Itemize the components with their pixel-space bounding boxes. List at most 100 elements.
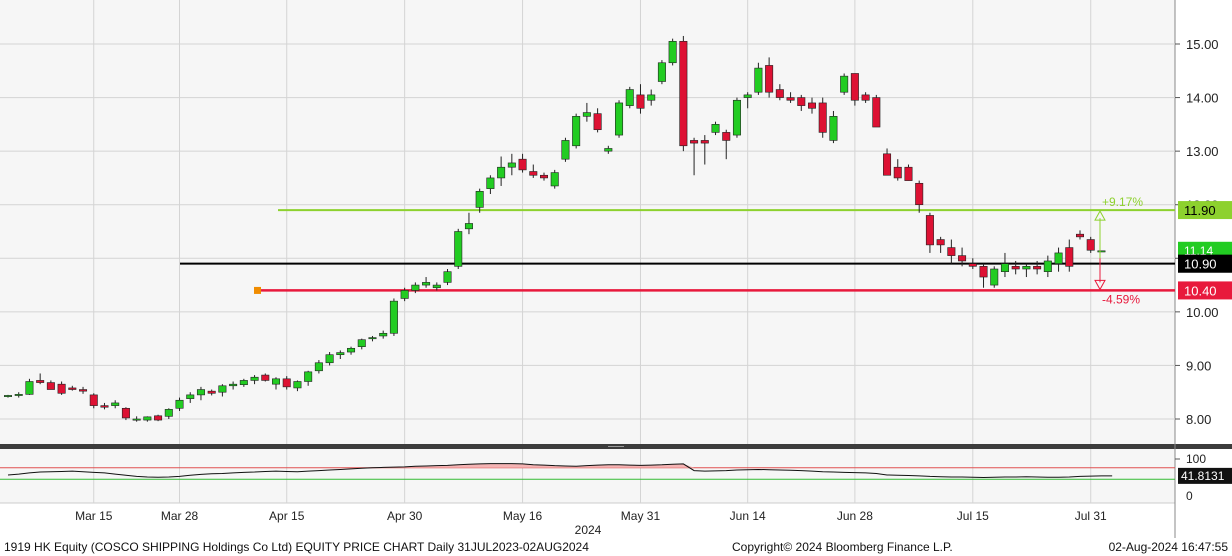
candle-up <box>239 380 248 386</box>
candle-down <box>593 113 602 131</box>
candle-up <box>486 177 495 189</box>
candle-down <box>207 390 216 394</box>
footer: 1919 HK Equity (COSCO SHIPPING Holdings … <box>0 538 1232 556</box>
candle-up <box>271 378 280 385</box>
candle-down <box>679 41 688 147</box>
candle-up <box>347 347 356 353</box>
candle-down <box>872 97 881 128</box>
candle-down <box>947 247 956 256</box>
level-lines <box>180 209 1175 294</box>
y-tick-label: 8.00 <box>1186 412 1211 427</box>
candle-up <box>164 409 173 417</box>
candle-up <box>582 112 591 117</box>
candle-down <box>121 407 130 419</box>
y-tick-label: 14.00 <box>1186 91 1219 106</box>
candle-up <box>111 402 120 406</box>
candle-up <box>829 116 838 141</box>
candle-down <box>46 382 55 390</box>
candle-up <box>743 94 752 98</box>
candle-down <box>154 415 163 421</box>
candle-down <box>282 378 291 388</box>
level-label: 10.90 <box>1184 257 1217 272</box>
x-tick-label: Jun 14 <box>730 509 766 523</box>
candle-up <box>14 394 23 396</box>
candle-down <box>539 174 548 179</box>
candle-up <box>561 140 570 160</box>
candle-up <box>314 362 323 372</box>
candle-down <box>893 166 902 179</box>
y-axis: 8.009.0010.0011.0012.0013.0014.0015.0011… <box>1175 37 1232 427</box>
candle-down <box>636 94 645 109</box>
candle-up <box>357 339 366 347</box>
candle-down <box>925 215 934 246</box>
candle-up <box>497 166 506 179</box>
pct-down-label: -4.59% <box>1102 292 1140 306</box>
candle-up <box>732 99 741 136</box>
candle-down <box>690 140 699 144</box>
level-label-box <box>1178 281 1232 300</box>
candle-down <box>518 158 527 171</box>
candle-down <box>797 97 806 106</box>
candle-down <box>936 239 945 246</box>
x-tick-label: Jul 31 <box>1075 509 1107 523</box>
candle-up <box>379 332 388 337</box>
candle-up <box>1043 260 1052 272</box>
candle-up <box>550 172 559 187</box>
price-chart: +9.17% -4.59% 100 0 41.8131 8.00 9.00 10.00 11… <box>0 0 1232 538</box>
candle-up <box>293 381 302 389</box>
candle-up <box>132 418 141 421</box>
rsi-tick-label: 0 <box>1186 489 1193 503</box>
x-tick-label: Jul 15 <box>957 509 989 523</box>
footer-title: 1919 HK Equity (COSCO SHIPPING Holdings … <box>4 540 589 554</box>
y-tick-label: 9.00 <box>1186 358 1211 373</box>
annotations: +9.17% -4.59% <box>1094 195 1143 306</box>
candle-up <box>657 62 666 82</box>
level-label: 10.40 <box>1184 283 1217 298</box>
candle-up <box>1054 252 1063 264</box>
level-start-marker <box>254 286 261 294</box>
candle-up <box>615 102 624 136</box>
candle-down <box>79 389 88 392</box>
candle-up <box>218 385 227 393</box>
candle-up <box>464 223 473 230</box>
candle-up <box>454 231 463 267</box>
candle-up <box>1022 266 1031 270</box>
candle-up <box>143 416 152 421</box>
candle-up <box>990 268 999 286</box>
candle-down <box>529 171 538 176</box>
candle-down <box>57 383 66 394</box>
rsi-plot-background <box>0 449 1175 503</box>
level-label: 11.90 <box>1184 203 1216 218</box>
candle-up <box>507 162 516 168</box>
candles <box>4 35 1106 422</box>
candle-up <box>389 300 398 334</box>
candle-up <box>840 75 849 93</box>
candle-down <box>818 102 827 133</box>
candle-up <box>196 389 205 396</box>
candle-up <box>1000 263 1009 272</box>
candle-up <box>625 89 634 106</box>
candle-down <box>883 153 892 176</box>
footer-timestamp: 02-Aug-2024 16:47:55 <box>1108 540 1228 554</box>
candle-up <box>25 381 34 395</box>
down-arrow-head <box>1094 279 1106 291</box>
candle-up <box>1097 250 1106 253</box>
rsi-line <box>7 463 1113 479</box>
candle-down <box>786 97 795 101</box>
candle-up <box>336 352 345 356</box>
y-tick-label: 13.00 <box>1186 144 1219 159</box>
candle-down <box>968 263 977 267</box>
candle-down <box>700 140 709 144</box>
candle-up <box>186 394 195 399</box>
y-tick-label: 15.00 <box>1186 37 1219 52</box>
candle-down <box>861 94 870 101</box>
candle-up <box>432 284 441 289</box>
candle-down <box>775 89 784 98</box>
candle-up <box>572 116 581 147</box>
y-tick-label: 10.00 <box>1186 305 1219 320</box>
candle-down <box>1033 266 1042 270</box>
main-plot-background <box>0 0 1175 444</box>
candle-down <box>68 387 77 390</box>
x-tick-label: Jun 28 <box>837 509 873 523</box>
candle-up <box>422 282 431 286</box>
